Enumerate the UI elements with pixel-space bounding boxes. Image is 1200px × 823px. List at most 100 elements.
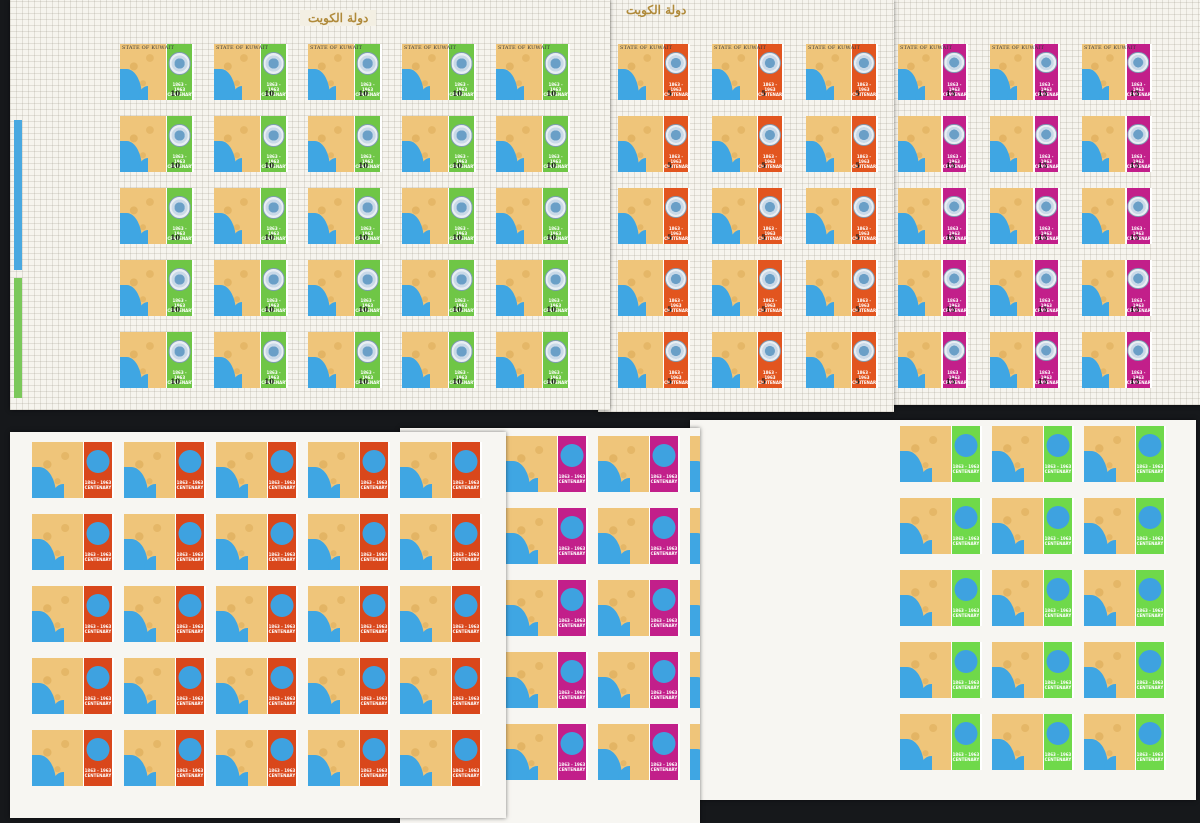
kuwait-map-icon	[898, 188, 942, 244]
kuwait-map-icon	[898, 332, 942, 388]
stamp: 1863 - 1963 CENTENARY 5	[712, 332, 784, 388]
stamp-caption: STATE OF KUWAIT	[900, 45, 953, 51]
kuwait-map-icon	[124, 514, 175, 570]
stamp: 1863 - 1963 CENTENARY STATE OF KUWAIT 10	[120, 44, 194, 100]
stamp: 1863 - 1963 CENTENARY 15	[990, 260, 1060, 316]
kuwait-map-icon	[32, 586, 83, 642]
stamp: 1863 - 1963 CENTENARY	[900, 426, 982, 482]
centenary-text: 1863 - 1963 CENTENARY	[952, 752, 980, 763]
centenary-text: 1863 - 1963 CENTENARY	[758, 298, 784, 314]
color-panel: 1863 - 1963 CENTENARY	[167, 116, 194, 172]
kuwait-map-icon	[992, 498, 1043, 554]
un-emblem-icon	[270, 521, 294, 545]
stamp: 1863 - 1963 CENTENARY	[992, 498, 1074, 554]
un-emblem-icon	[1035, 123, 1058, 146]
kuwait-map-icon	[690, 580, 700, 636]
centenary-text: 1863 - 1963 CENTENARY	[360, 768, 388, 779]
stamp: 1863 - 1963 CENTENARY 5	[806, 332, 878, 388]
kuwait-map-icon	[214, 44, 260, 100]
kuwait-map-icon	[308, 260, 354, 316]
un-emblem-icon	[86, 521, 110, 545]
kuwait-map-icon	[992, 714, 1043, 770]
color-panel: 1863 - 1963 CENTENARY	[852, 332, 878, 388]
stamp: 1863 - 1963 CENTENARY	[690, 436, 700, 492]
kuwait-map-icon	[496, 188, 542, 244]
un-emblem-icon	[178, 449, 202, 473]
centenary-text: 1863 - 1963 CENTENARY	[852, 370, 878, 386]
color-panel: 1863 - 1963 CENTENARY	[543, 44, 570, 100]
color-panel: 1863 - 1963 CENTENARY	[1126, 260, 1152, 316]
stamp: 1863 - 1963 CENTENARY	[598, 436, 680, 492]
kuwait-map-icon	[900, 714, 951, 770]
stamp: 1863 - 1963 CENTENARY	[1084, 570, 1166, 626]
stamp-caption: STATE OF KUWAIT	[714, 45, 767, 51]
stamp-value: 15	[1037, 89, 1048, 98]
centenary-text: 1863 - 1963 CENTENARY	[952, 608, 980, 619]
kuwait-map-icon	[120, 260, 166, 316]
un-emblem-icon	[954, 433, 978, 457]
stamp: 1863 - 1963 CENTENARY	[690, 652, 700, 708]
kuwait-map-icon	[400, 514, 451, 570]
color-panel: 1863 - 1963 CENTENARY	[1136, 426, 1164, 482]
kuwait-map-icon	[216, 442, 267, 498]
un-emblem-icon	[262, 339, 285, 363]
stamp-value: 10	[264, 89, 275, 98]
un-emblem-icon	[664, 195, 688, 219]
stamp-value: 10	[358, 233, 369, 242]
un-emblem-icon	[954, 505, 978, 529]
stamp-value: 10	[264, 233, 275, 242]
color-panel: 1863 - 1963 CENTENARY	[84, 658, 112, 714]
color-panel: 1863 - 1963 CENTENARY	[758, 260, 784, 316]
centenary-text: 1863 - 1963 CENTENARY	[1044, 752, 1072, 763]
kuwait-map-icon	[308, 116, 354, 172]
un-emblem-icon	[560, 443, 584, 467]
stamp: 1863 - 1963 CENTENARY	[598, 580, 680, 636]
color-panel: 1863 - 1963 CENTENARY	[355, 188, 382, 244]
un-emblem-icon	[758, 267, 782, 291]
un-emblem-icon	[852, 195, 876, 219]
centenary-text: 1863 - 1963 CENTENARY	[452, 480, 480, 491]
stamp: 1863 - 1963 CENTENARY	[308, 586, 390, 642]
stamp: 1863 - 1963 CENTENARY	[124, 442, 206, 498]
kuwait-map-icon	[690, 724, 700, 780]
kuwait-map-icon	[900, 570, 951, 626]
un-emblem-icon	[560, 587, 584, 611]
centenary-text: 1863 - 1963 CENTENARY	[449, 370, 476, 386]
un-emblem-icon	[362, 593, 386, 617]
un-emblem-icon	[178, 521, 202, 545]
color-panel: 1863 - 1963 CENTENARY	[1044, 570, 1072, 626]
centenary-text: 1863 - 1963 CENTENARY	[664, 226, 690, 242]
un-emblem-icon	[168, 195, 191, 219]
color-panel: 1863 - 1963 CENTENARY	[1126, 44, 1152, 100]
color-panel: 1863 - 1963 CENTENARY	[543, 260, 570, 316]
stamp: 1863 - 1963 CENTENARY 5	[712, 116, 784, 172]
stamp-value: 15	[1129, 377, 1140, 386]
kuwait-map-icon	[216, 730, 267, 786]
color-panel: 1863 - 1963 CENTENARY	[543, 188, 570, 244]
stamp: 1863 - 1963 CENTENARY	[690, 724, 700, 780]
stamp: 1863 - 1963 CENTENARY	[1084, 714, 1166, 770]
stamp: 1863 - 1963 CENTENARY	[308, 442, 390, 498]
color-panel: 1863 - 1963 CENTENARY	[452, 730, 480, 786]
kuwait-map-icon	[496, 332, 542, 388]
kuwait-map-icon	[806, 44, 851, 100]
color-panel: 1863 - 1963 CENTENARY	[261, 44, 288, 100]
centenary-text: 1863 - 1963 CENTENARY	[852, 154, 878, 170]
color-panel: 1863 - 1963 CENTENARY	[261, 116, 288, 172]
color-panel: 1863 - 1963 CENTENARY	[758, 116, 784, 172]
centenary-text: 1863 - 1963 CENTENARY	[452, 624, 480, 635]
kuwait-map-icon	[618, 188, 663, 244]
kuwait-map-icon	[402, 332, 448, 388]
centenary-text: 1863 - 1963 CENTENARY	[543, 298, 570, 314]
kuwait-map-icon	[992, 642, 1043, 698]
un-emblem-icon	[560, 731, 584, 755]
centenary-text: 1863 - 1963 CENTENARY	[1136, 464, 1164, 475]
color-strip-blue	[14, 120, 22, 270]
centenary-text: 1863 - 1963 CENTENARY	[261, 154, 288, 170]
stamp: 1863 - 1963 CENTENARY 10	[120, 116, 194, 172]
stamp-value: 10	[546, 89, 557, 98]
kuwait-map-icon	[496, 116, 542, 172]
centenary-text: 1863 - 1963 CENTENARY	[1136, 680, 1164, 691]
kuwait-map-icon	[124, 586, 175, 642]
stamp-caption: STATE OF KUWAIT	[1084, 45, 1137, 51]
